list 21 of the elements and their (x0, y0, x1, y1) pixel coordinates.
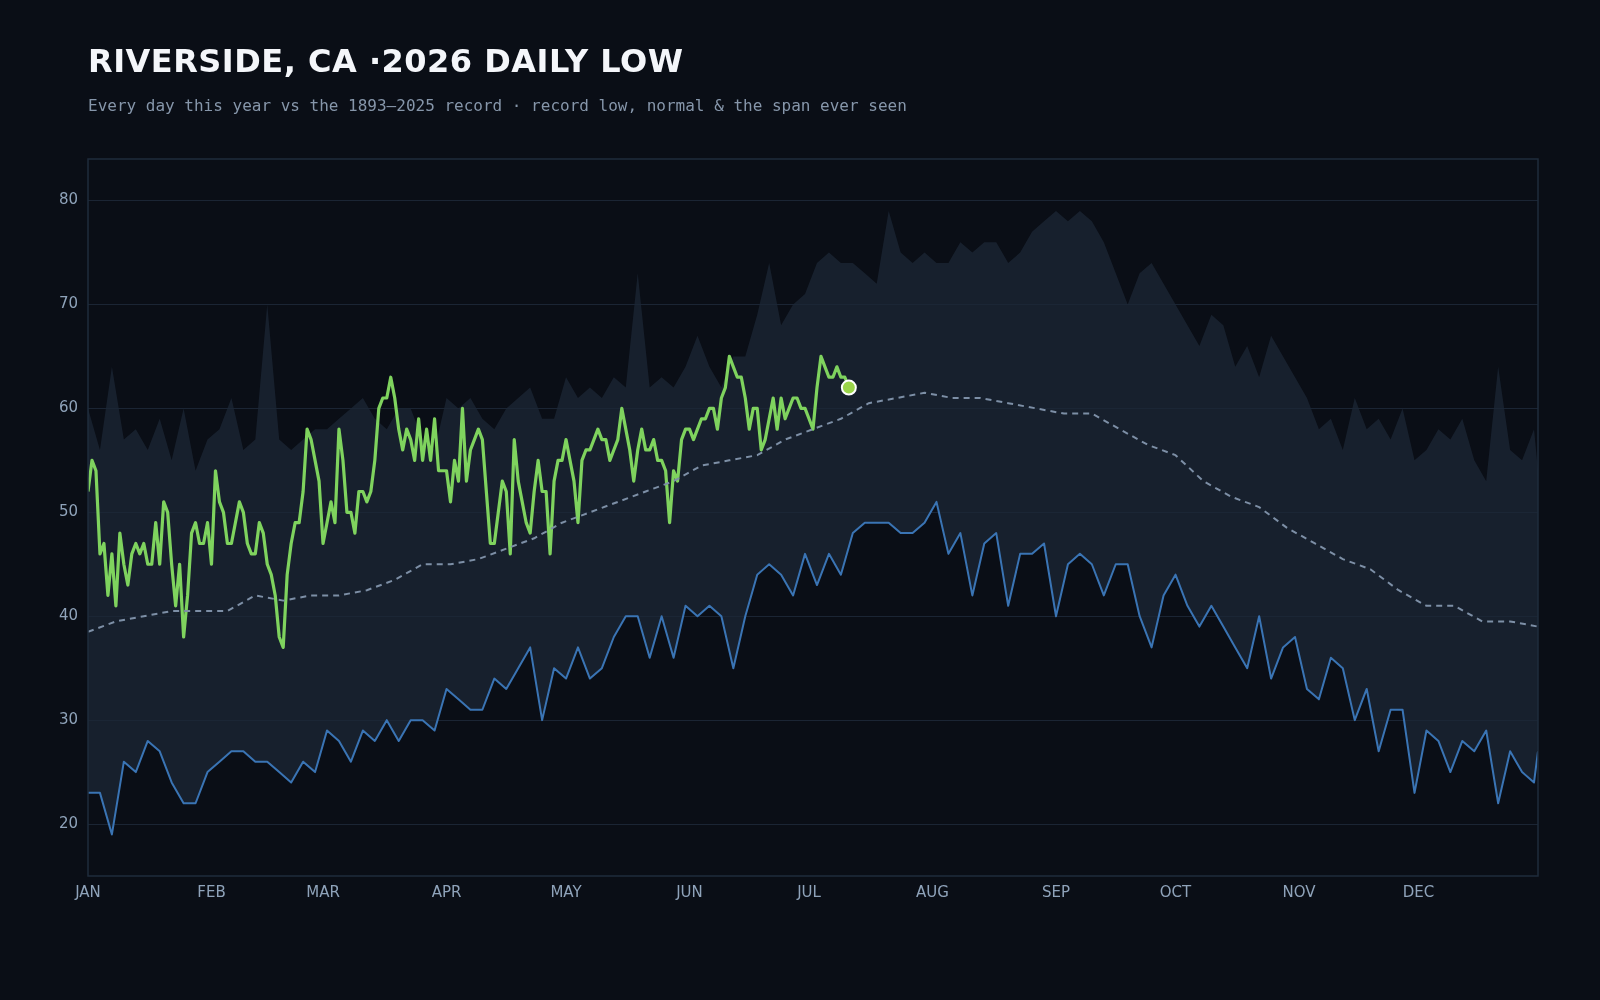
x-tick-label: JUN (675, 882, 703, 901)
y-tick-label: 30 (58, 710, 78, 729)
x-tick-label: AUG (916, 882, 949, 901)
x-tick-label: FEB (197, 882, 226, 901)
y-tick-label: 80 (58, 190, 78, 209)
x-tick-label: OCT (1159, 882, 1193, 901)
y-tick-label: 40 (58, 606, 78, 625)
x-tick-label: JUL (796, 882, 822, 901)
x-tick-label: APR (431, 882, 462, 901)
y-tick-label: 70 (58, 294, 78, 313)
x-tick-label: SEP (1041, 882, 1071, 901)
x-tick-label: DEC (1402, 882, 1435, 901)
chart-title: RIVERSIDE, CA ·2026 DAILY LOW (88, 42, 684, 80)
x-tick-label: JAN (74, 882, 101, 901)
y-tick-label: 60 (58, 398, 78, 417)
x-tick-label: MAR (306, 882, 340, 901)
chart-subtitle: Every day this year vs the 1893–2025 record · record low, normal & the span ever seen (88, 96, 907, 115)
y-tick-label: 20 (58, 813, 78, 832)
x-tick-label: MAY (550, 882, 583, 901)
x-tick-label: NOV (1282, 882, 1317, 901)
y-tick-label: 50 (58, 502, 78, 521)
